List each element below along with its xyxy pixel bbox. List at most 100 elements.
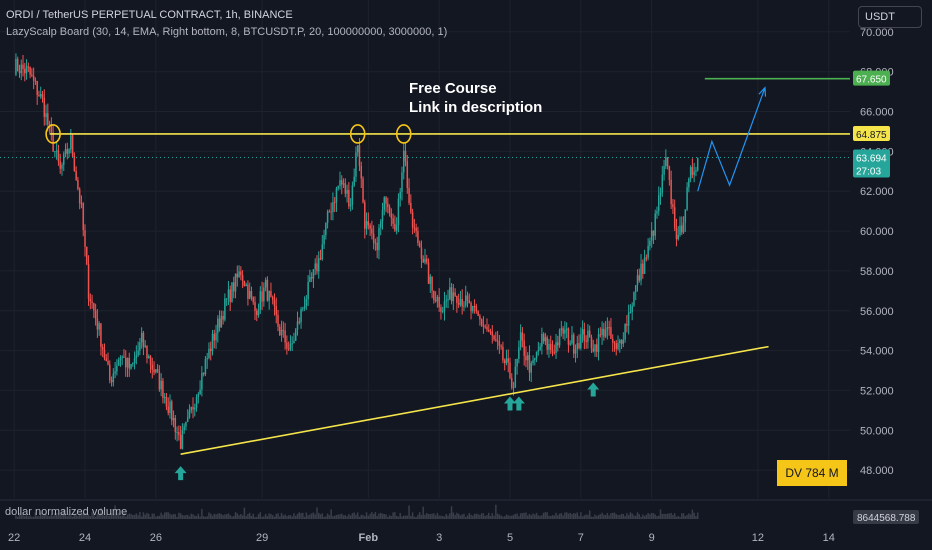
candle-body: [346, 190, 348, 194]
candle-body: [624, 323, 626, 340]
volume-bar: [571, 514, 573, 519]
candle-body: [619, 340, 621, 344]
volume-bar: [70, 515, 72, 519]
x-tick-label: 3: [436, 532, 442, 544]
volume-bar: [535, 512, 538, 519]
volume-bar: [341, 513, 343, 519]
candle-body: [188, 410, 191, 418]
volume-bar: [606, 512, 609, 519]
volume-bar: [450, 506, 453, 519]
candle-body: [381, 209, 384, 222]
candle-body: [178, 432, 180, 436]
drawings: [0, 77, 850, 481]
volume-bar: [601, 512, 603, 519]
candle-body: [675, 227, 678, 240]
volume-bar: [80, 512, 83, 519]
candle-body: [59, 161, 61, 169]
candle-body: [528, 355, 531, 373]
currency-button[interactable]: USDT: [858, 6, 922, 28]
candle-body: [151, 364, 154, 370]
volume-bar: [691, 509, 694, 519]
volume-bar: [397, 516, 400, 519]
candle-body: [541, 333, 543, 347]
candle-body: [695, 170, 697, 172]
candle-body: [103, 349, 106, 359]
candle-body: [162, 380, 164, 399]
volume-bar: [399, 513, 401, 519]
dv-badge: DV 784 M: [777, 460, 847, 486]
y-tick-label: 56.000: [860, 306, 894, 318]
volume-bar: [109, 515, 111, 519]
candle-body: [601, 328, 603, 336]
volume-bar: [271, 515, 274, 519]
candle-body: [169, 401, 171, 413]
y-tick-label: 52.000: [860, 385, 894, 397]
volume-bar: [470, 514, 472, 519]
volume-bar: [557, 515, 559, 519]
x-tick-label: Feb: [359, 532, 379, 544]
volume-bar: [569, 512, 571, 519]
candle-body: [691, 167, 694, 175]
candle-body: [387, 203, 389, 208]
target-price-label: 67.650: [856, 75, 887, 86]
candle-body: [32, 75, 35, 81]
candle-body: [688, 178, 690, 188]
arrow-up-icon: [512, 396, 525, 411]
candle-body: [123, 356, 125, 358]
candle-body: [266, 279, 269, 301]
volume-bar: [27, 516, 30, 519]
volume-bar: [355, 514, 357, 519]
candle-body: [163, 397, 166, 399]
candle-body: [631, 305, 633, 312]
volume-bar: [45, 512, 47, 519]
candle-body: [383, 197, 386, 210]
volume-bar: [555, 512, 557, 519]
candle-body: [75, 170, 77, 180]
candle-body: [636, 275, 639, 286]
indicator-legend[interactable]: LazyScalp Board (30, 14, EMA, Right bott…: [6, 26, 448, 38]
volume-bar: [583, 515, 586, 519]
volume-bar: [388, 515, 391, 519]
volume-bar: [551, 515, 554, 519]
volume-bar: [500, 515, 502, 519]
x-tick-label: 7: [578, 532, 584, 544]
volume-bar: [574, 513, 577, 519]
volume-bar: [155, 516, 157, 519]
volume-bar: [160, 512, 162, 519]
volume-bar: [541, 515, 543, 519]
candle-body: [291, 343, 293, 345]
candle-body: [117, 360, 120, 366]
candle-body: [684, 209, 687, 223]
candle-body: [146, 345, 148, 359]
candle-body: [658, 195, 660, 212]
volume-bar: [486, 514, 488, 519]
volume-bar: [105, 514, 107, 519]
candle-body: [521, 332, 524, 341]
volume-bar: [548, 515, 550, 519]
candle-body: [411, 212, 414, 228]
candle-body: [172, 417, 175, 421]
volume-bar: [534, 514, 536, 519]
candle-body: [287, 348, 290, 350]
candle-body: [417, 231, 419, 243]
volume-bar: [100, 507, 102, 519]
candle-body: [66, 149, 69, 154]
current-price-label: 63.694: [856, 153, 887, 164]
volume-bar: [199, 516, 201, 519]
candle-body: [645, 257, 648, 259]
candle-body: [388, 207, 391, 214]
candle-body: [418, 242, 421, 248]
candle-body: [261, 291, 263, 302]
candle-body: [48, 123, 51, 125]
candle-body: [208, 348, 210, 359]
volume-bar: [34, 512, 37, 519]
candle-body: [77, 179, 79, 190]
volume-bar: [29, 515, 31, 519]
candle-body: [617, 343, 619, 349]
volume-bar: [222, 515, 224, 519]
volume-bar: [511, 515, 513, 519]
candle-body: [190, 406, 192, 411]
volume-bar: [227, 513, 230, 519]
candle-body: [140, 332, 143, 343]
